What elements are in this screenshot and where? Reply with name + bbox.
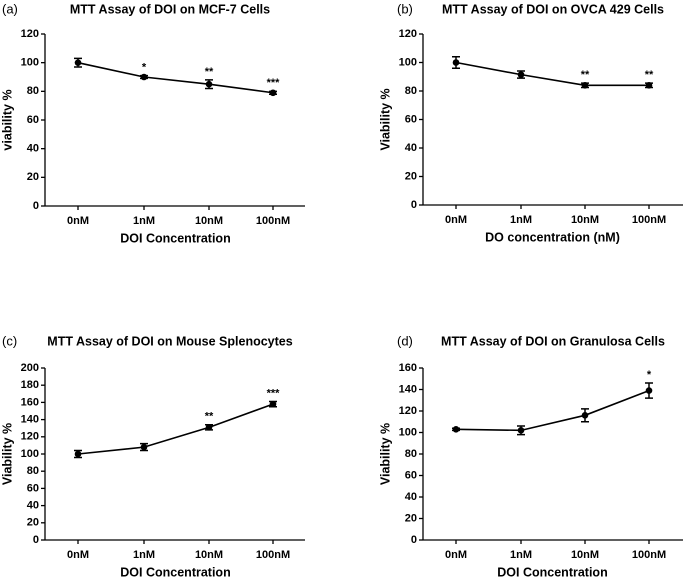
y-tick-label: 80 <box>27 85 39 97</box>
y-tick-label: 20 <box>27 517 39 529</box>
x-tick-label: 0nM <box>445 549 467 561</box>
y-tick-label: 60 <box>27 114 39 126</box>
significance-label: ** <box>205 411 214 423</box>
y-axis-label: viability % <box>0 89 14 150</box>
y-axis-label: Viability % <box>0 423 14 485</box>
data-line <box>455 61 649 87</box>
significance-label: ** <box>645 69 654 81</box>
y-tick-label: 120 <box>399 28 417 40</box>
data-point <box>517 427 525 434</box>
y-tick-label: 0 <box>33 534 39 546</box>
data-point <box>205 424 213 431</box>
y-tick-label: 160 <box>399 362 417 374</box>
y-tick-label: 120 <box>21 431 39 443</box>
data-line <box>77 403 274 455</box>
data-point <box>452 59 460 66</box>
chart-title: MTT Assay of DOI on Mouse Splenocytes <box>47 334 292 348</box>
y-tick-label: 40 <box>27 143 39 155</box>
chart-title: MTT Assay of DOI on Granulosa Cells <box>441 334 665 348</box>
y-tick-label: 80 <box>405 448 417 460</box>
panel-label: (b) <box>397 1 413 16</box>
y-tick-label: 160 <box>21 396 39 408</box>
data-point <box>581 82 589 89</box>
x-tick-label: 1nM <box>133 549 155 561</box>
y-tick-label: 0 <box>411 199 417 211</box>
y-tick-label: 100 <box>399 426 417 438</box>
y-tick-label: 140 <box>399 383 417 395</box>
y-tick-label: 100 <box>21 57 39 69</box>
y-tick-label: 120 <box>399 405 417 417</box>
x-tick-label: 10nM <box>195 215 223 227</box>
x-tick-label: 0nM <box>445 214 467 226</box>
x-tick-label: 0nM <box>67 549 89 561</box>
y-tick-label: 40 <box>405 491 417 503</box>
y-tick-label: 0 <box>33 200 39 212</box>
x-tick-label: 1nM <box>510 214 532 226</box>
y-tick-label: 200 <box>21 362 39 374</box>
y-tick-label: 60 <box>27 482 39 494</box>
data-point <box>269 89 277 97</box>
x-tick-label: 1nM <box>133 215 155 227</box>
y-tick-label: 20 <box>405 512 417 524</box>
x-tick-label: 0nM <box>67 215 89 227</box>
data-point <box>517 71 525 78</box>
y-axis-label: Viability % <box>378 88 392 150</box>
x-tick-label: 1nM <box>510 549 532 561</box>
data-point <box>581 412 589 419</box>
y-tick-label: 80 <box>405 85 417 97</box>
x-tick-label: 10nM <box>571 214 599 226</box>
y-tick-label: 100 <box>21 448 39 460</box>
x-tick-label: 100nM <box>256 215 290 227</box>
data-point <box>74 450 82 458</box>
panel-label: (a) <box>2 1 18 16</box>
x-axis-label: DOI Concentration <box>120 231 230 245</box>
y-tick-label: 60 <box>405 469 417 481</box>
panel-label: (c) <box>2 333 17 348</box>
data-point <box>269 400 277 408</box>
x-tick-label: 100nM <box>256 549 290 561</box>
y-tick-label: 120 <box>21 28 39 40</box>
y-tick-label: 40 <box>405 142 417 154</box>
chart-title: MTT Assay of DOI on MCF-7 Cells <box>70 2 270 16</box>
y-tick-label: 80 <box>27 465 39 477</box>
data-point <box>140 73 148 81</box>
significance-label: ** <box>205 66 214 78</box>
chart-title: MTT Assay of DOI on OVCA 429 Cells <box>442 2 664 16</box>
data-line <box>77 61 274 94</box>
significance-label: *** <box>267 387 281 399</box>
y-tick-label: 100 <box>399 56 417 68</box>
significance-label: * <box>142 61 147 73</box>
y-tick-label: 40 <box>27 500 39 512</box>
y-tick-label: 60 <box>405 113 417 125</box>
x-axis-label: DOI Concentration <box>497 565 607 579</box>
x-axis-label: DOI Concentration <box>120 565 230 579</box>
x-tick-label: 100nM <box>632 214 666 226</box>
x-tick-label: 100nM <box>632 549 666 561</box>
data-point <box>74 59 82 66</box>
y-tick-label: 0 <box>411 534 417 546</box>
significance-label: * <box>647 369 652 381</box>
y-tick-label: 20 <box>27 171 39 183</box>
data-point <box>452 425 460 433</box>
data-point <box>205 80 213 88</box>
x-axis-label: DO concentration (nM) <box>485 230 620 244</box>
significance-label: *** <box>267 77 281 89</box>
x-tick-label: 10nM <box>195 549 223 561</box>
y-axis-label: Viability % <box>378 423 392 485</box>
data-point <box>140 443 148 451</box>
data-line <box>455 389 650 432</box>
x-tick-label: 10nM <box>571 549 599 561</box>
data-point <box>645 82 653 89</box>
y-tick-label: 180 <box>21 379 39 391</box>
y-tick-label: 20 <box>405 170 417 182</box>
significance-label: ** <box>581 69 590 81</box>
data-point <box>645 387 653 394</box>
y-tick-label: 140 <box>21 414 39 426</box>
panel-label: (d) <box>397 333 413 348</box>
